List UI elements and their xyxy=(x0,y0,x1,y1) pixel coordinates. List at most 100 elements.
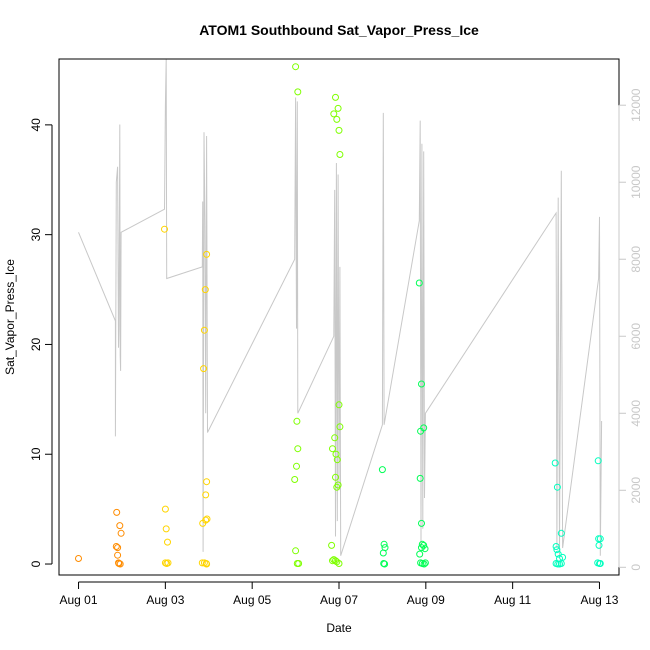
data-point-2 xyxy=(294,445,302,453)
data-point-0 xyxy=(114,551,122,559)
data-point-0 xyxy=(113,508,121,516)
data-point-4 xyxy=(551,459,559,467)
x-tick-label: Aug 05 xyxy=(233,593,271,607)
data-point-0 xyxy=(117,529,125,537)
y-tick-label: 20 xyxy=(29,337,43,351)
y2-tick-label: 8000 xyxy=(629,246,643,273)
data-point-4 xyxy=(596,560,604,567)
data-point-3 xyxy=(380,540,388,548)
data-point-4 xyxy=(594,457,602,465)
x-axis-label: Date xyxy=(326,621,352,635)
y2-tick-label: 6000 xyxy=(629,323,643,350)
data-point-0 xyxy=(75,555,82,562)
y2-tick-label: 4000 xyxy=(629,400,643,427)
data-point-1 xyxy=(202,516,210,524)
data-point-2 xyxy=(336,151,344,158)
data-point-2 xyxy=(335,126,343,134)
x-tick-label: Aug 01 xyxy=(60,593,98,607)
data-point-3 xyxy=(418,544,425,552)
data-point-1 xyxy=(203,515,211,523)
data-point-2 xyxy=(332,473,339,481)
data-point-4 xyxy=(553,546,561,554)
data-point-4 xyxy=(557,529,565,537)
data-point-2 xyxy=(293,462,300,470)
data-point-3 xyxy=(381,544,389,552)
data-point-2 xyxy=(334,104,342,112)
data-point-1 xyxy=(162,525,170,533)
data-point-1 xyxy=(161,505,169,513)
data-point-2 xyxy=(333,115,341,123)
data-point-3 xyxy=(418,380,425,388)
data-point-1 xyxy=(201,286,209,294)
data-point-4 xyxy=(596,535,604,543)
data-point-1 xyxy=(203,250,211,258)
data-point-3 xyxy=(415,279,423,287)
data-point-2 xyxy=(329,445,336,453)
data-point-3 xyxy=(381,560,389,568)
x-tick-label: Aug 07 xyxy=(320,593,358,607)
data-point-2 xyxy=(332,93,339,101)
data-point-0 xyxy=(116,522,124,530)
x-axis: Aug 01 Aug 03 Aug 05 Aug 07 Aug 09 Aug 11 Aug … xyxy=(60,581,619,607)
data-point-2 xyxy=(336,423,344,431)
data-point-3 xyxy=(416,550,424,558)
data-point-4 xyxy=(553,483,561,491)
data-point-3 xyxy=(378,466,386,474)
data-point-4 xyxy=(554,550,562,558)
data-point-2 xyxy=(291,476,299,483)
data-point-3 xyxy=(421,559,429,567)
data-point-1 xyxy=(164,538,171,546)
y2-tick-label: 12000 xyxy=(629,88,643,122)
data-point-1 xyxy=(200,365,208,373)
data-point-1 xyxy=(164,559,172,567)
altitude-line-layer xyxy=(78,58,603,556)
data-point-3 xyxy=(420,424,428,432)
x-tick-label: Aug 13 xyxy=(580,593,618,607)
data-point-3 xyxy=(421,545,429,553)
data-point-1 xyxy=(203,478,211,486)
data-point-2 xyxy=(292,547,300,555)
data-point-2 xyxy=(330,110,338,118)
data-point-2 xyxy=(333,456,341,464)
chart-title: ATOM1 Southbound Sat_Vapor_Press_Ice xyxy=(199,22,479,38)
y2-tick-label: 2000 xyxy=(629,477,643,504)
data-point-3 xyxy=(416,474,424,482)
data-point-2 xyxy=(293,417,301,425)
data-point-2 xyxy=(295,560,303,567)
x-tick-label: Aug 09 xyxy=(407,593,445,607)
y-axis-left: 0 10 20 30 40 xyxy=(29,118,53,567)
data-point-4 xyxy=(557,560,565,567)
data-point-2 xyxy=(329,557,336,565)
scatter-points-layer xyxy=(75,63,604,568)
data-point-1 xyxy=(198,559,206,567)
data-point-0 xyxy=(114,544,122,552)
x-tick-label: Aug 11 xyxy=(494,593,531,607)
y-tick-label: 10 xyxy=(29,447,43,461)
data-point-2 xyxy=(335,401,343,409)
data-point-3 xyxy=(420,541,428,549)
data-point-2 xyxy=(294,88,302,96)
y-tick-label: 40 xyxy=(29,118,43,132)
data-point-3 xyxy=(420,560,428,568)
data-point-1 xyxy=(202,560,210,567)
data-point-0 xyxy=(115,560,123,567)
y-axis-right: 0 2000 4000 6000 8000 10000 12000 xyxy=(618,88,643,571)
data-point-3 xyxy=(418,519,425,527)
data-point-0 xyxy=(112,543,120,550)
y-tick-label: 30 xyxy=(29,228,43,242)
y-tick-label: 0 xyxy=(29,560,43,567)
data-point-2 xyxy=(334,481,342,489)
data-point-4 xyxy=(595,541,603,549)
data-point-1 xyxy=(200,326,208,334)
data-point-2 xyxy=(331,434,339,442)
data-point-4 xyxy=(552,543,560,550)
y-axis-label: Sat_Vapor_Press_Ice xyxy=(3,259,17,375)
data-point-2 xyxy=(292,63,300,71)
y2-tick-label: 10000 xyxy=(629,165,643,199)
x-tick-label: Aug 03 xyxy=(146,593,184,607)
data-point-1 xyxy=(161,225,168,233)
y2-tick-label: 0 xyxy=(629,564,643,571)
data-point-2 xyxy=(328,541,336,549)
data-point-2 xyxy=(333,558,341,566)
